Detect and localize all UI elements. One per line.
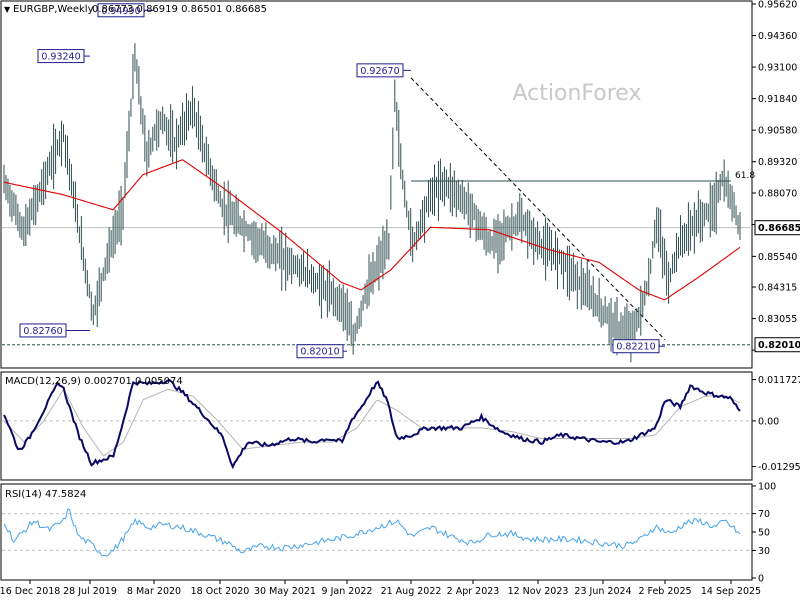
macd-signal-line — [3, 388, 741, 457]
price-axis-label: 0.89320 — [758, 157, 797, 168]
x-axis-label: 8 Mar 2020 — [127, 586, 181, 597]
x-axis-label: 23 Jun 2024 — [574, 586, 631, 597]
macd-panel — [0, 371, 753, 481]
low-line-box-box — [754, 337, 800, 353]
price-panel — [0, 0, 753, 369]
current-price-box: 0.86685 — [758, 223, 800, 234]
price-axis-label: 0.84315 — [758, 283, 797, 294]
price-axis-label: 0.94360 — [758, 31, 797, 42]
rsi-series — [2, 508, 752, 557]
price-axis-label: 0.90580 — [758, 126, 797, 137]
collapse-triangle-icon[interactable]: ▼ — [4, 5, 11, 14]
moving-average-line — [3, 159, 741, 301]
x-axis-label: 16 Dec 2018 — [0, 586, 60, 597]
macd-label: MACD(12,26,9) 0.002701 0.005074 — [5, 376, 183, 387]
price-axis-label: 0.85540 — [758, 252, 797, 263]
rsi-axis-label: 30 — [758, 546, 770, 557]
price-axis-label: 0.95620 — [758, 0, 797, 11]
rsi-axis-label: 100 — [758, 482, 776, 493]
price-annotations: 0.93240 0.94990 0.82760 0.92670 0.82010 0.822… — [19, 3, 665, 359]
x-axis-label: 28 Jul 2019 — [63, 586, 117, 597]
x-axis-label: 21 Aug 2022 — [381, 586, 442, 597]
low-line-box: 0.82010 — [758, 340, 800, 351]
rsi-axis-label: 70 — [758, 509, 770, 520]
rsi-label: RSI(14) 47.5824 — [5, 489, 86, 500]
retracement-label: 61.8 — [735, 171, 755, 181]
x-axis-label: 9 Jan 2022 — [322, 586, 373, 597]
price-annotation-label: 0.92670 — [360, 66, 399, 77]
x-axis-label: 14 Sep 2025 — [701, 586, 761, 597]
watermark: ActionForex — [513, 81, 642, 106]
price-annotation-label: 0.82210 — [616, 342, 655, 353]
macd-line — [3, 378, 741, 470]
rsi-axis-label: 0 — [758, 574, 764, 585]
macd-axis-label: 0.011727 — [758, 375, 800, 386]
macd-axis-label: 0.00 — [758, 416, 779, 427]
rsi-axis-label: 50 — [758, 528, 770, 539]
price-axis-label: 0.83055 — [758, 314, 797, 325]
price-annotation-label: 0.82760 — [23, 326, 62, 337]
ohlc-values: 0.86773 0.86919 0.86501 0.86685 — [92, 4, 267, 15]
x-axis-label: 18 Oct 2020 — [191, 586, 250, 597]
price-axis-label: 0.93100 — [758, 63, 797, 74]
x-axis-label: 2 Apr 2023 — [447, 586, 500, 597]
price-axis-label: 0.88070 — [758, 189, 797, 200]
trendline — [410, 77, 666, 341]
x-axis-label: 30 May 2021 — [254, 586, 316, 597]
current-price-box-box — [754, 220, 800, 236]
price-annotation-label: 0.94990 — [101, 6, 140, 17]
x-axis-label: 12 Nov 2023 — [508, 586, 569, 597]
candlestick-series — [3, 43, 741, 363]
chart-title: EURGBP,Weekly — [13, 4, 94, 15]
x-axis-label: 2 Feb 2025 — [638, 586, 691, 597]
price-axis-label: 0.91840 — [758, 94, 797, 105]
price-annotation-label: 0.82010 — [300, 347, 339, 358]
macd-series — [2, 378, 752, 470]
rsi-line — [3, 508, 741, 557]
price-annotation-label: 0.93240 — [41, 52, 80, 63]
moving-average-series — [3, 159, 741, 301]
